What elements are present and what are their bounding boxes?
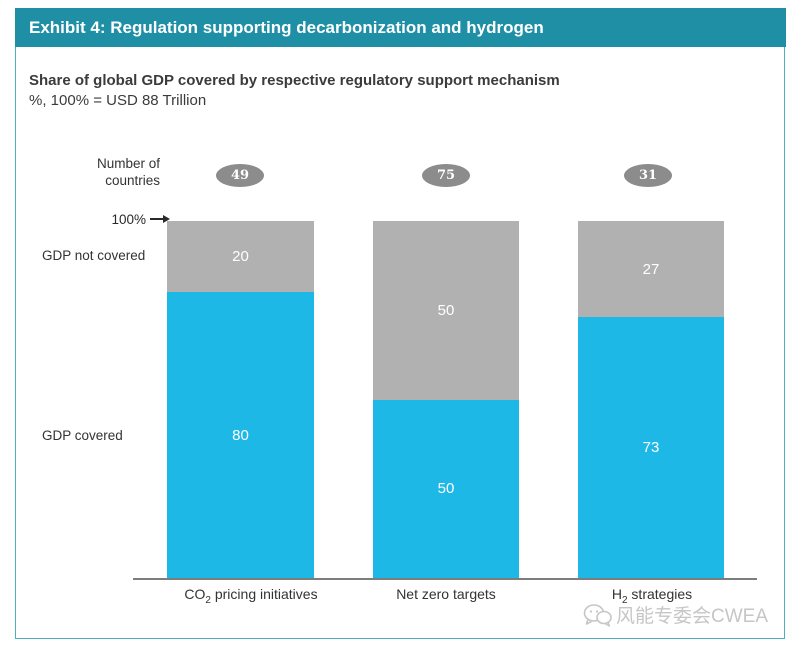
bar-segment-covered: 80 (167, 292, 314, 578)
segment-value: 80 (232, 426, 249, 444)
bar-segment-not-covered: 50 (373, 221, 519, 400)
row-label-gdp-covered: GDP covered (42, 428, 123, 443)
countries-annotation-line1: Number of (96, 156, 160, 171)
segment-value: 73 (642, 439, 660, 457)
bar-segment-not-covered: 20 (167, 221, 314, 293)
x-axis-line (133, 578, 757, 580)
bar-segment-not-covered: 27 (578, 221, 724, 318)
segment-value: 50 (437, 301, 455, 319)
x-axis-label-co2-pricing: CO2 pricing initiatives (141, 586, 361, 606)
axis-100-label: 100% (111, 211, 146, 227)
bar-segment-covered: 73 (578, 317, 724, 578)
chart-title: Share of global GDP covered by respectiv… (29, 72, 560, 89)
x-label-text: strategies (627, 586, 693, 602)
segment-value: 50 (437, 480, 455, 498)
country-count-badge: 31 (624, 164, 672, 187)
x-label-subscript: 2 (205, 594, 211, 606)
arrow-right-icon (150, 215, 170, 223)
x-axis-label-net-zero: Net zero targets (336, 586, 556, 606)
x-label-text: CO (184, 586, 206, 602)
country-count-badge: 75 (422, 164, 470, 187)
x-label-text: Net zero targets (396, 586, 496, 602)
bar-co2-pricing: 20 80 (167, 221, 314, 578)
country-count-badge: 49 (216, 164, 264, 187)
x-axis-label-h2-strategies: H2 strategies (542, 586, 762, 606)
chart-subtitle: %, 100% = USD 88 Trillion (29, 92, 207, 109)
countries-annotation-line2: countries (105, 172, 160, 188)
bar-h2-strategies: 27 73 (578, 221, 724, 578)
bar-segment-covered: 50 (373, 399, 519, 578)
x-label-subscript: 2 (621, 594, 628, 606)
bar-net-zero-targets: 50 50 (373, 221, 519, 578)
exhibit-header: Exhibit 4: Regulation supporting decarbo… (15, 8, 786, 47)
wechat-icon (583, 603, 612, 627)
x-label-text: H (611, 586, 622, 602)
axis-100-marker: 100% (60, 211, 170, 227)
watermark-text: 风能专委会CWEA (616, 606, 769, 627)
x-label-text: pricing initiatives (210, 586, 318, 602)
segment-value: 20 (232, 248, 249, 266)
row-label-gdp-not-covered: GDP not covered (42, 248, 146, 263)
exhibit-title: Exhibit 4: Regulation supporting decarbo… (29, 18, 544, 37)
segment-value: 27 (642, 260, 660, 278)
watermark: 风能专委会CWEA (583, 601, 768, 628)
countries-annotation: Number of countries (40, 156, 160, 189)
